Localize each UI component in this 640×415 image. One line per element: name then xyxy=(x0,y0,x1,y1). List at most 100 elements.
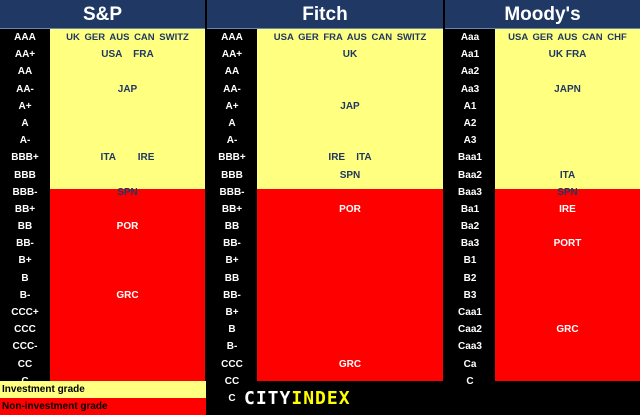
fitch-rating-21: C xyxy=(228,392,236,404)
sp-rating-list: AAA AA+ AA AA- A+ A A- BBB+ BBB BBB- BB+ BB BB- B+ B B-… xyxy=(0,29,50,407)
moodys-panel: Moody's Aaa Aa1 Aa2 Aa3 A1 A2 A3 Baa1 Baa2 Baa3 Ba… xyxy=(445,0,640,414)
sp-rating-9: BBB- xyxy=(12,186,38,198)
moodys-rating-8: Baa2 xyxy=(458,169,482,181)
fitch-rating-18: B- xyxy=(226,341,238,353)
moodys-rating-6: A3 xyxy=(463,135,477,147)
moodys-rating-20: C xyxy=(466,375,474,387)
fitch-rating-13: B+ xyxy=(225,255,239,267)
moodys-country-label-6: GRC xyxy=(556,324,579,336)
fitch-country-columns: USA GER FRA AUS CAN SWITZ xyxy=(273,32,427,43)
moodys-rating-2: Aa2 xyxy=(460,66,480,78)
sp-rating-12: BB- xyxy=(16,238,34,250)
fitch-rating-10: BB+ xyxy=(221,203,243,215)
sp-rating-8: BBB xyxy=(14,169,36,181)
city-index-logo: CITYINDEX xyxy=(244,388,351,409)
fitch-rating-16: B+ xyxy=(225,307,239,318)
moodys-rating-5: A2 xyxy=(463,117,477,129)
fitch-rating-20: CC xyxy=(224,375,240,387)
sp-rating-5: A xyxy=(21,117,29,129)
moodys-rating-19: Ca xyxy=(463,358,477,370)
moodys-title: Moody's xyxy=(445,0,640,29)
sp-investment-band xyxy=(50,29,205,189)
moodys-rating-14: B2 xyxy=(463,272,477,284)
sp-rating-0: AAA xyxy=(14,32,36,43)
sp-rating-14: B xyxy=(21,272,29,284)
sp-country-label-5: GRC xyxy=(116,290,139,301)
moodys-rating-15: B3 xyxy=(463,289,477,301)
sp-country-label-4: POR xyxy=(116,221,139,233)
sp-rating-16: CCC+ xyxy=(11,307,39,318)
moodys-rating-1: Aa1 xyxy=(460,49,480,61)
moodys-rating-3: Aa3 xyxy=(460,83,480,95)
sp-country-label-3: SPN xyxy=(117,186,138,198)
moodys-rating-16: Caa1 xyxy=(458,307,482,318)
moodys-non-investment-band xyxy=(495,189,640,381)
moodys-rating-17: Caa2 xyxy=(458,324,482,336)
moodys-investment-band xyxy=(495,29,640,189)
sp-rating-11: BB xyxy=(17,221,33,233)
sp-rating-3: AA- xyxy=(16,83,34,95)
fitch-non-investment-band xyxy=(257,189,443,381)
moodys-country-label-4: IRE xyxy=(559,204,576,215)
fitch-rating-7: BBB+ xyxy=(218,152,246,164)
fitch-rating-2: AA xyxy=(224,66,240,78)
fitch-rating-4: A+ xyxy=(225,100,239,112)
fitch-title: Fitch xyxy=(207,0,443,29)
fitch-rating-5: A xyxy=(228,117,236,129)
moodys-rating-10: Ba1 xyxy=(460,203,480,215)
moodys-rating-11: Ba2 xyxy=(460,221,480,233)
sp-rating-4: A+ xyxy=(18,100,32,112)
moodys-rating-0: Aaa xyxy=(460,32,480,43)
moodys-country-label-5: PORT xyxy=(553,238,582,250)
sp-country-label-2: ITA IRE xyxy=(100,152,155,164)
fitch-country-label-2: IRE ITA xyxy=(328,152,372,164)
sp-country-label-0: USA FRA xyxy=(101,49,154,61)
fitch-rating-6: A- xyxy=(226,135,238,147)
moodys-country-label-0: UK FRA xyxy=(548,49,587,61)
moodys-rating-12: Ba3 xyxy=(460,238,480,250)
sp-rating-17: CCC xyxy=(14,324,36,336)
moodys-rating-13: B1 xyxy=(463,255,477,267)
moodys-rating-18: Caa3 xyxy=(458,341,482,353)
moodys-country-label-3: SPN xyxy=(557,186,578,198)
sp-rating-7: BBB+ xyxy=(11,152,39,164)
fitch-country-label-5: GRC xyxy=(338,358,362,370)
legend-non-investment-grade: Non-investment grade xyxy=(0,398,206,415)
fitch-rating-14: BB xyxy=(224,272,240,284)
sp-panel: S&P AAA AA+ AA AA- A+ A A- BBB+ BBB BBB- BB+ BB BB- B… xyxy=(0,0,205,414)
fitch-country-label-4: POR xyxy=(339,204,361,215)
fitch-rating-17: B xyxy=(228,324,236,336)
sp-non-investment-band xyxy=(50,189,205,381)
fitch-rating-3: AA- xyxy=(223,83,241,95)
sp-rating-2: AA xyxy=(17,66,33,78)
fitch-panel: Fitch AAA AA+ AA AA- A+ A A- BBB+ BBB BBB- BB+ BB BB… xyxy=(207,0,443,414)
sp-rating-6: A- xyxy=(19,135,31,147)
fitch-rating-9: BBB- xyxy=(219,186,245,198)
moodys-rating-9: Baa3 xyxy=(458,186,482,198)
fitch-rating-11: BB xyxy=(224,221,240,233)
moodys-rating-4: A1 xyxy=(463,100,477,112)
moodys-country-columns: USA GER AUS CAN CHF xyxy=(508,32,627,43)
moodys-rating-list: Aaa Aa1 Aa2 Aa3 A1 A2 A3 Baa1 Baa2 Baa3 Ba1 Ba2 Ba3 B… xyxy=(445,29,495,390)
sp-title: S&P xyxy=(0,0,205,29)
fitch-rating-19: CCC xyxy=(221,358,243,370)
legend-investment-grade: Investment grade xyxy=(0,381,206,398)
fitch-rating-list: AAA AA+ AA AA- A+ A A- BBB+ BBB BBB- BB+ BB BB- B+ BB B… xyxy=(207,29,257,407)
sp-rating-13: B+ xyxy=(18,255,32,267)
fitch-country-label-3: SPN xyxy=(339,169,361,181)
fitch-rating-1: AA+ xyxy=(221,49,243,61)
sp-country-columns: UK GER AUS CAN SWITZ xyxy=(66,32,189,43)
sp-rating-15: B- xyxy=(19,289,31,301)
moodys-country-label-1: JAPN xyxy=(554,83,581,95)
fitch-rating-8: BBB xyxy=(221,169,243,181)
moodys-country-label-2: ITA xyxy=(559,169,576,181)
fitch-rating-12: BB- xyxy=(223,238,241,250)
fitch-rating-0: AAA xyxy=(221,32,243,43)
moodys-rating-7: Baa1 xyxy=(458,152,482,164)
sp-rating-1: AA+ xyxy=(14,49,36,61)
sp-rating-19: CC xyxy=(17,358,33,370)
fitch-rating-15: BB- xyxy=(223,289,241,301)
sp-country-label-1: JAP xyxy=(117,83,138,95)
logo-index-text: INDEX xyxy=(291,388,351,409)
fitch-country-label-1: JAP xyxy=(340,100,360,112)
